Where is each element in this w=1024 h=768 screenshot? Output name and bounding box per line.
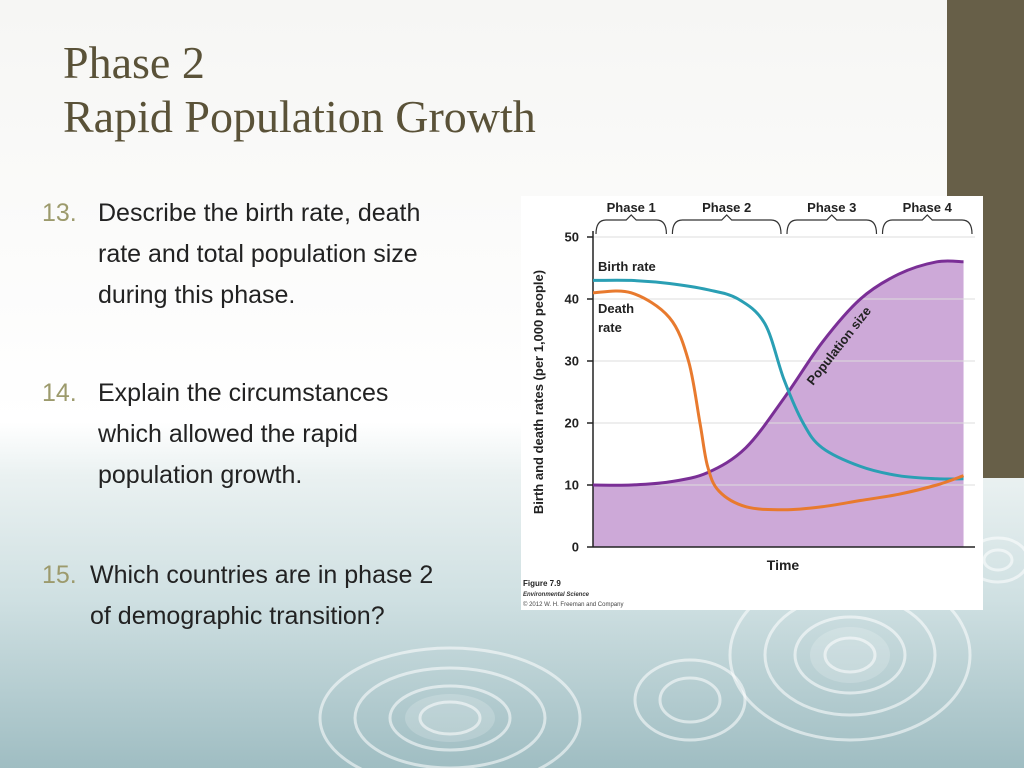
phase-label: Phase 4 (903, 200, 953, 215)
y-axis-title: Birth and death rates (per 1,000 people) (531, 270, 546, 514)
series-line-death-rate (592, 289, 965, 512)
phase-label: Phase 1 (607, 200, 656, 215)
series-line-population-size (592, 259, 964, 487)
title-line-2: Rapid Population Growth (63, 91, 536, 142)
demographic-transition-chart: 0 10 20 30 40 50 Phase 1 Phase 2 Phase 3 Phase 4 B… (523, 200, 975, 608)
y-tick-label: 10 (565, 478, 579, 493)
question-14: 14. Explain the circumstances which allo… (42, 373, 388, 496)
question-number: 15. (42, 561, 77, 589)
figure-caption-label: Figure 7.9 (523, 579, 561, 588)
question-15: 15. Which countries are in phase 2 of de… (42, 555, 433, 637)
question-line: population growth. (98, 461, 303, 489)
series-line-birth-rate (592, 278, 964, 481)
birth-rate-label: Birth rate (598, 259, 656, 274)
y-tick-label: 40 (565, 292, 579, 307)
phase-label: Phase 2 (702, 200, 751, 215)
death-rate-label: Death (598, 301, 634, 316)
phase-bracket (595, 214, 667, 235)
phase-bracket (671, 214, 782, 235)
question-line: Which countries are in phase 2 (90, 561, 434, 589)
figure-caption-copyright: © 2012 W. H. Freeman and Company (523, 601, 623, 608)
question-line: which allowed the rapid (98, 420, 358, 448)
phase-bracket (786, 214, 878, 235)
x-axis-title: Time (767, 557, 800, 573)
y-tick-label: 20 (565, 416, 579, 431)
y-tick-label: 30 (565, 354, 579, 369)
question-line: Describe the birth rate, death (98, 199, 421, 227)
question-number: 14. (42, 379, 77, 407)
phase-label: Phase 3 (807, 200, 856, 215)
question-line: rate and total population size (98, 240, 418, 268)
question-line: of demographic transition? (90, 602, 385, 630)
question-line: during this phase. (98, 281, 296, 309)
title-line-1: Phase 2 (63, 37, 205, 88)
population-area (593, 260, 964, 547)
y-tick-label: 0 (572, 540, 579, 555)
figure-caption-source: Environmental Science (523, 592, 590, 598)
death-rate-label: rate (598, 320, 622, 335)
phase-bracket (881, 214, 973, 235)
slide-title: Phase 2 Rapid Population Growth (63, 36, 763, 144)
y-tick-label: 50 (565, 230, 579, 245)
question-13: 13. Describe the birth rate, death rate … (42, 193, 420, 316)
demographic-transition-figure: 0 10 20 30 40 50 Phase 1 Phase 2 Phase 3 Phase 4 B… (521, 196, 983, 610)
question-number: 13. (42, 199, 77, 227)
question-line: Explain the circumstances (98, 379, 389, 407)
